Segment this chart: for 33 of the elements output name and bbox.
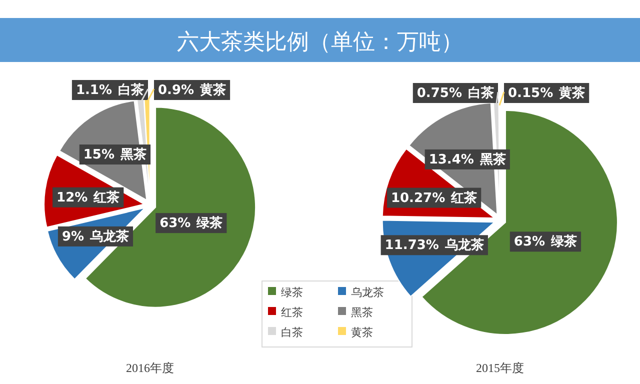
legend-label: 白茶: [281, 326, 303, 339]
text: 2016年度: [126, 361, 174, 375]
slice-label: 红茶: [450, 190, 478, 206]
slice-label: 乌龙茶: [89, 228, 130, 244]
data-label: 10.27%: [390, 190, 446, 206]
data-label: 9%: [62, 229, 84, 244]
data-label: 0.75%: [416, 86, 462, 101]
legend-label: 黄茶: [351, 326, 373, 339]
text: 2015年度: [476, 361, 524, 375]
chart-title: 六大茶类比例（单位：万吨）: [177, 30, 463, 55]
legend-label: 乌龙茶: [351, 286, 384, 299]
data-label: 15%: [83, 148, 115, 163]
slice-label: 绿茶: [196, 215, 223, 232]
slice-label: 乌龙茶: [444, 237, 484, 254]
data-label: 13.4%: [428, 152, 474, 168]
slice-label: 黑茶: [120, 146, 147, 163]
data-label: 11.73%: [384, 238, 439, 254]
legend-label: 绿茶: [281, 286, 303, 299]
data-label: 12%: [56, 190, 88, 206]
data-label: 63%: [160, 216, 191, 232]
slice-label: 黄茶: [558, 85, 586, 101]
slice-label: 黑茶: [478, 151, 506, 168]
data-label: 0.15%: [508, 86, 554, 101]
slice-label: 黄茶: [199, 82, 226, 98]
slice-label: 白茶: [118, 82, 144, 98]
slice-label: 红茶: [92, 189, 120, 206]
data-label: 1.1%: [76, 83, 112, 98]
data-label: 63%: [514, 234, 546, 250]
slice-label: 绿茶: [550, 234, 578, 250]
legend-label: 红茶: [281, 306, 303, 319]
legend-label: 黑茶: [351, 306, 373, 319]
data-label: 0.9%: [158, 83, 194, 98]
slice-label: 白茶: [468, 85, 494, 101]
